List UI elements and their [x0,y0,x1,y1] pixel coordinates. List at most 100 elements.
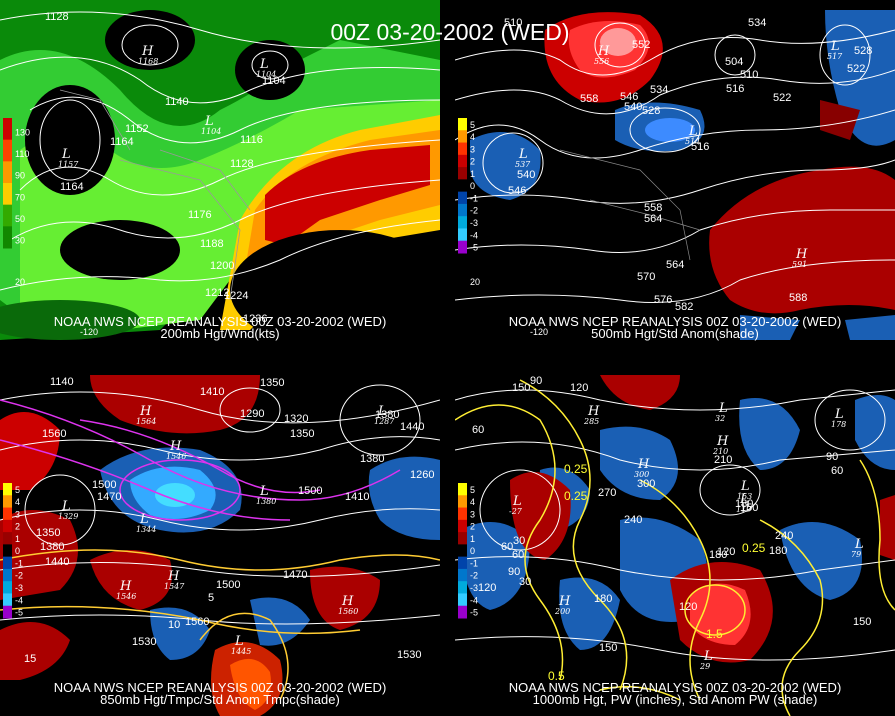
legend-label: -5 [470,608,478,618]
contour-label: 180 [709,549,727,561]
legend-swatch [458,203,467,217]
axis-label: -120 [80,327,98,337]
legend-swatch [458,154,467,168]
high-pressure-marker: H [716,434,729,449]
contour-label: 1164 [60,181,84,193]
contour-label: 120 [570,382,588,394]
legend-label: -2 [470,206,478,216]
low-pressure-marker: L [718,401,728,416]
legend-label: 4 [15,497,20,507]
center-value: -27 [509,507,523,516]
high-pressure-marker: H [139,404,152,419]
contour-label: 150 [740,502,758,514]
contour-label: 1260 [410,469,434,481]
contour-label: 120 [478,582,496,594]
contour-label: 1104 [262,75,286,87]
legend-label: 110 [15,149,29,159]
legend-swatch [458,507,467,521]
contour-label: 1236 [243,313,267,325]
contour-label: 1212 [205,287,229,299]
contour-label: 300 [637,478,655,490]
contour-label: 1410 [200,386,224,398]
center-value: 210 [712,447,728,456]
contour-labels-200mb: 1128114011521164116411161128117611881200… [15,11,286,337]
legend-swatch [458,142,467,156]
contour-label: 1152 [125,123,149,135]
contour-label: 15 [24,653,36,665]
contour-label: 1188 [200,238,224,250]
contour-label: 540 [624,101,642,113]
contour-label: 1224 [224,290,248,302]
high-pressure-marker: H [587,404,600,419]
low-pressure-marker: L [739,492,749,507]
legend-swatch [458,532,467,545]
contour-label: 1530 [132,636,156,648]
center-value: 119 [736,505,751,514]
center-value: 178 [831,420,846,429]
contour-label: 1176 [188,209,212,221]
contour-label: 150 [853,616,871,628]
legend-label: 3 [470,144,475,154]
contour-label: 564 [644,213,662,225]
legend-label: 5 [470,485,475,495]
contour-label: 588 [789,292,807,304]
legend-swatch [458,130,467,144]
contour-label: 540 [517,169,535,181]
contour-label: 1164 [110,136,134,148]
caption-500mb-line1: NOAA NWS NCEP REANALYSIS 00Z 03-20-2002 … [509,314,842,329]
center-value: 1104 [256,70,276,79]
center-value: 1560 [338,607,358,616]
legend-swatch [3,118,12,141]
legend-label: 130 [15,127,30,137]
contour-label: 270 [598,487,616,499]
contour-label: 10 [168,619,180,631]
high-pressure-marker: H [637,457,650,472]
low-pressure-marker: L [854,537,864,552]
legend-swatch [3,532,12,545]
low-pressure-marker: L [703,649,713,664]
center-value: 1546 [116,592,136,601]
contour-label: 1.5 [706,627,723,641]
contour-label: 90 [826,451,838,463]
legend-label: 70 [15,192,25,202]
contour-label: 1128 [230,158,254,170]
contour-label: 558 [644,202,662,214]
legend-swatch [458,216,467,229]
center-value: 1168 [138,57,158,66]
legend-swatch [458,118,467,131]
contour-label: 516 [726,83,744,95]
legend-label: 2 [470,522,475,532]
legend-swatch [458,593,467,607]
center-value: 285 [583,417,599,426]
contour-label: 60 [831,465,843,477]
legend-label: -1 [470,558,478,568]
contour-label: 1350 [290,428,314,440]
center-value: 1445 [231,647,251,656]
contour-label: 1500 [92,479,116,491]
legend-label: 3 [470,509,475,519]
high-pressure-marker: H [558,594,571,609]
contour-label: 528 [642,105,660,117]
caption-1000mb-line2: 1000mb Hgt, PW (inches), Std Anom PW (sh… [533,692,818,707]
contour-label: 1380 [40,541,64,553]
contour-label: 564 [666,259,684,271]
contour-label: 1470 [97,491,121,503]
legend-label: -2 [15,571,23,581]
contour-label: 180 [769,545,787,557]
contour-label: 534 [748,17,766,29]
legend-swatch [458,240,467,254]
contour-label: 0.25 [564,462,588,476]
contour-label: 1380 [360,453,384,465]
contour-label: 1350 [36,527,60,539]
contour-label: 1200 [210,260,234,272]
legend-label: -2 [470,571,478,581]
center-value: 1287 [374,417,395,426]
legend-label: 4 [470,497,475,507]
center-value: 514 [685,137,700,146]
center-value: 1329 [58,512,78,521]
caption-850mb-line1: NOAA NWS NCEP REANALYSIS 00Z 03-20-2002 … [54,680,387,695]
legend-swatch [3,568,12,582]
legend-swatch [3,593,12,607]
